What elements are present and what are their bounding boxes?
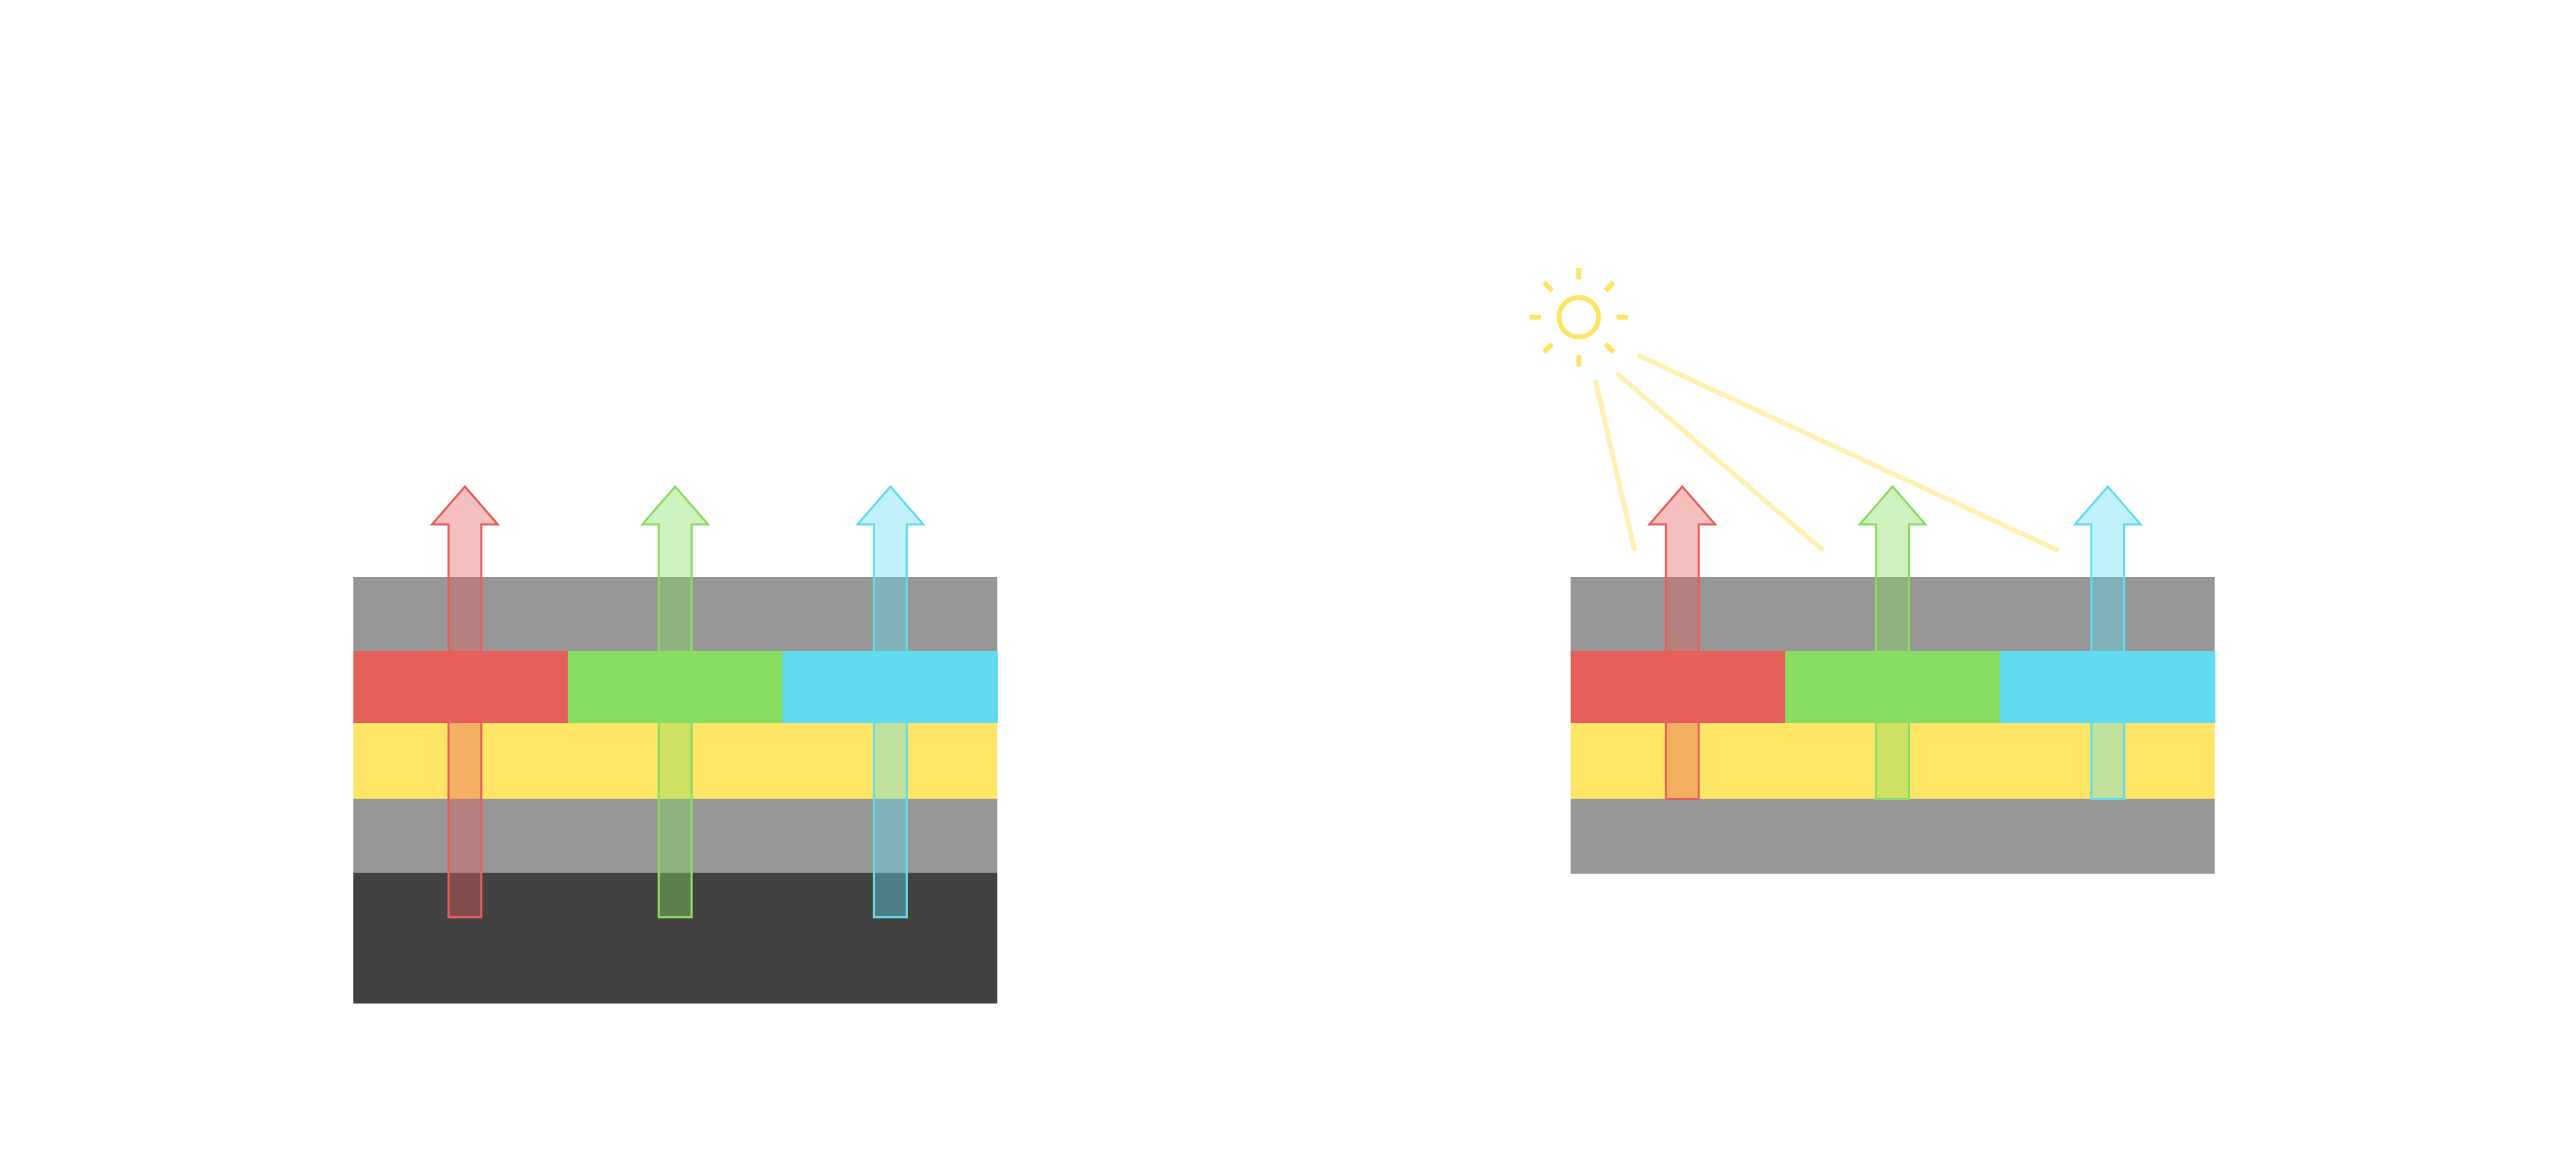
cyan-arrow [855,485,926,919]
green-arrow [639,485,711,919]
red-subpixel-layer [353,650,569,724]
gray-layer [1570,799,2215,874]
light-ray [1615,371,1826,553]
sun-ray [1542,280,1554,292]
light-ray [1636,352,2060,553]
red-arrow [430,485,500,919]
green-subpixel-layer [1785,650,2001,724]
red-arrow [1647,485,1718,800]
gray-layer [353,799,998,874]
cyan-subpixel-layer [2000,650,2216,724]
green-subpixel-layer [567,650,784,724]
green-arrow [1857,485,1928,800]
yellow-layer [353,723,998,800]
cyan-arrow [2072,485,2143,800]
sun-ray [1604,280,1616,292]
yellow-layer [1570,723,2215,800]
sun-icon [1530,268,1629,367]
right-emission-arrows [1647,485,2143,800]
red-subpixel-layer [1570,650,1786,724]
left-emission-arrows [430,485,926,919]
gray-layer [353,577,998,652]
sun-ray [1542,342,1554,354]
light-ray [1593,379,1637,552]
light-rays [1593,352,2060,553]
dark-layer [353,873,998,1004]
sun-disc [1557,295,1601,340]
cyan-subpixel-layer [782,650,998,724]
left-layer-stack [353,577,998,1004]
gray-layer [1570,577,2215,652]
sun-ray [1604,342,1616,354]
right-layer-stack [1570,577,2216,874]
